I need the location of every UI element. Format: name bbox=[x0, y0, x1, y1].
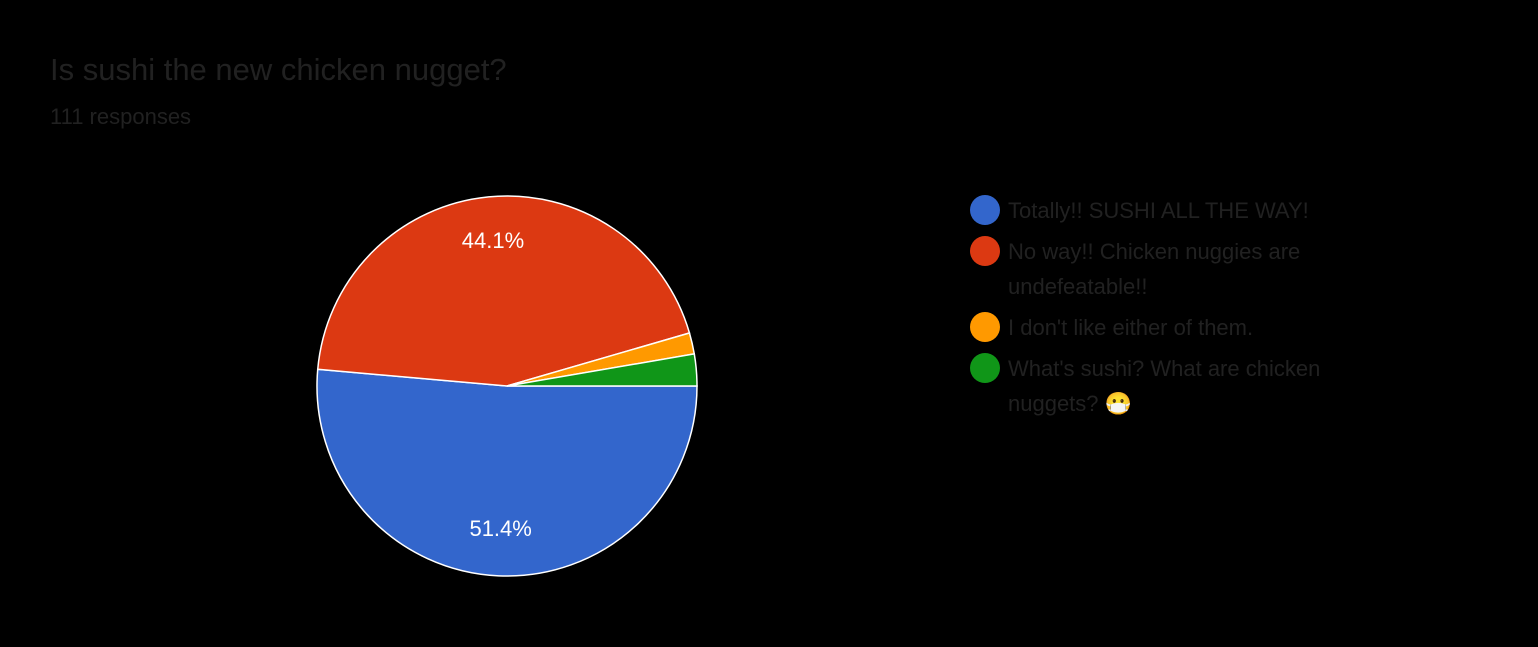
legend: Totally!! SUSHI ALL THE WAY! No way!! Chi… bbox=[970, 193, 1370, 427]
legend-item: What's sushi? What are chicken nuggets? … bbox=[970, 351, 1370, 421]
legend-label: I don't like either of them. bbox=[1008, 315, 1254, 340]
legend-label: No way!! Chicken nuggies are undefeatabl… bbox=[1008, 239, 1301, 299]
legend-swatch bbox=[970, 236, 1000, 266]
legend-label: What's sushi? What are chicken nuggets? … bbox=[1008, 356, 1321, 416]
legend-item: Totally!! SUSHI ALL THE WAY! bbox=[970, 193, 1370, 228]
legend-item: I don't like either of them. bbox=[970, 310, 1370, 345]
chart-title: Is sushi the new chicken nugget? bbox=[50, 52, 507, 87]
pie-slice bbox=[316, 195, 691, 387]
legend-label: Totally!! SUSHI ALL THE WAY! bbox=[1008, 198, 1309, 223]
slice-label: 44.1% bbox=[462, 228, 524, 253]
pie-slice bbox=[316, 368, 698, 577]
pie-slice bbox=[506, 353, 698, 387]
slice-label: 51.4% bbox=[469, 516, 531, 541]
legend-swatch bbox=[970, 353, 1000, 383]
legend-item: No way!! Chicken nuggies are undefeatabl… bbox=[970, 234, 1370, 304]
legend-swatch bbox=[970, 195, 1000, 225]
chart-subtitle: 111 responses bbox=[50, 104, 191, 129]
legend-swatch bbox=[970, 312, 1000, 342]
